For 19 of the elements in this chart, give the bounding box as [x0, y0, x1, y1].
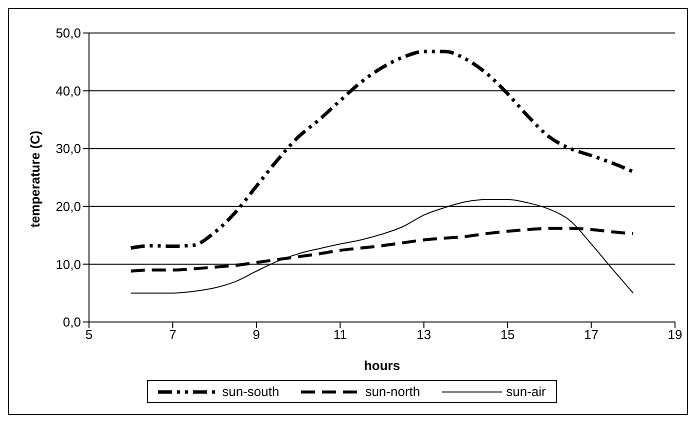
- y-tick-label: 0,0: [62, 314, 81, 330]
- y-tick-label: 10,0: [56, 256, 81, 272]
- y-tick-label: 40,0: [56, 83, 81, 98]
- x-tick-label: 17: [584, 327, 599, 342]
- x-tick-label: 15: [500, 327, 515, 342]
- x-tick-label: 7: [169, 327, 176, 342]
- legend-label: sun-south: [222, 384, 280, 399]
- legend-label: sun-air: [506, 384, 546, 399]
- legend-label: sun-north: [365, 384, 420, 399]
- x-tick-label: 19: [668, 327, 682, 342]
- y-axis-title: temperature (C): [28, 130, 43, 228]
- x-tick-label: 13: [416, 327, 432, 342]
- x-tick-label: 5: [85, 327, 93, 342]
- x-tick-label: 11: [333, 327, 347, 342]
- x-tick-label: 9: [252, 327, 260, 342]
- x-axis-title: hours: [364, 358, 400, 373]
- y-tick-label: 30,0: [56, 141, 81, 156]
- y-tick-label: 20,0: [56, 199, 81, 214]
- y-tick-label: 50,0: [56, 26, 81, 41]
